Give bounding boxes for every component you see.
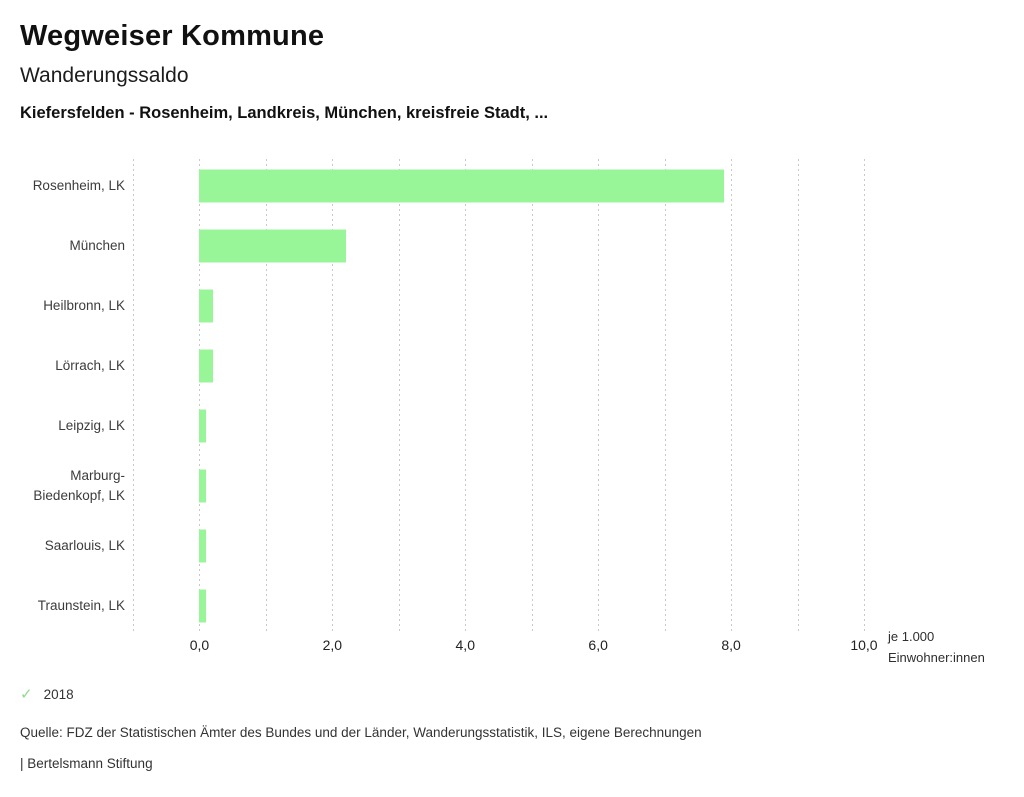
gridline bbox=[797, 159, 799, 632]
chart-row: Leipzig, LK bbox=[0, 396, 864, 456]
gridline bbox=[531, 159, 533, 632]
gridline bbox=[731, 159, 733, 632]
category-label-saarlouis-lk: Saarlouis, LK bbox=[44, 538, 125, 553]
gridline bbox=[332, 159, 334, 632]
bar-area bbox=[133, 396, 864, 456]
bar-leipzig-lk[interactable] bbox=[199, 409, 207, 443]
brand-note: | Bertelsmann Stiftung bbox=[20, 756, 153, 771]
chart-row: Marburg-Biedenkopf, LK bbox=[0, 456, 864, 516]
comparison-subtitle: Kiefersfelden - Rosenheim, Landkreis, Mü… bbox=[20, 104, 549, 122]
bar-saarlouis-lk[interactable] bbox=[199, 529, 207, 563]
bar-heilbronn-lk[interactable] bbox=[199, 289, 213, 323]
chart-row: Saarlouis, LK bbox=[0, 516, 864, 576]
bar-area bbox=[133, 456, 864, 516]
category-label-traunstein-lk: Traunstein, LK bbox=[37, 598, 125, 613]
category-label-münchen: München bbox=[69, 238, 125, 253]
gridline bbox=[598, 159, 600, 632]
bar-marburg-biedenkopf-lk[interactable] bbox=[199, 469, 207, 503]
chart-row: Rosenheim, LK bbox=[0, 156, 864, 216]
gridline bbox=[265, 159, 267, 632]
plot-area bbox=[133, 159, 865, 632]
bar-area bbox=[133, 156, 864, 216]
gridline bbox=[863, 159, 865, 632]
x-tick-label: 10,0 bbox=[850, 637, 878, 653]
chart-row: Traunstein, LK bbox=[0, 576, 864, 636]
gridline bbox=[133, 159, 134, 632]
checkmark-icon: ✓ bbox=[20, 685, 33, 703]
bar-area bbox=[133, 576, 864, 636]
bar-area bbox=[133, 516, 864, 576]
app-title: Wegweiser Kommune bbox=[20, 20, 325, 52]
bar-lörrach-lk[interactable] bbox=[199, 349, 213, 383]
category-label-heilbronn-lk: Heilbronn, LK bbox=[43, 298, 125, 313]
x-tick-label: 4,0 bbox=[455, 637, 475, 653]
chart-row: Heilbronn, LK bbox=[0, 276, 864, 336]
indicator-title: Wanderungssaldo bbox=[20, 64, 189, 87]
bar-rows: Rosenheim, LK München Heilbronn, LK Lörrach… bbox=[0, 156, 864, 636]
chart-row: München bbox=[0, 216, 864, 276]
x-tick-label: 8,0 bbox=[721, 637, 741, 653]
chart-row: Lörrach, LK bbox=[0, 336, 864, 396]
axis-unit-label: je 1.000 Einwohner:innen bbox=[888, 626, 985, 668]
legend-year-item[interactable]: ✓ 2018 bbox=[20, 685, 74, 703]
gridline bbox=[664, 159, 666, 632]
gridline bbox=[199, 159, 201, 632]
axis-unit-line1: je 1.000 bbox=[888, 629, 935, 644]
category-label-leipzig-lk: Leipzig, LK bbox=[58, 418, 125, 433]
legend-year-label: 2018 bbox=[43, 686, 74, 702]
category-label-rosenheim-lk: Rosenheim, LK bbox=[32, 178, 125, 193]
bar-area bbox=[133, 276, 864, 336]
bar-münchen[interactable] bbox=[199, 229, 346, 263]
bar-rosenheim-lk[interactable] bbox=[199, 169, 725, 203]
gridline bbox=[465, 159, 467, 632]
bar-area bbox=[133, 216, 864, 276]
category-label-lörrach-lk: Lörrach, LK bbox=[55, 358, 125, 373]
bar-area bbox=[133, 336, 864, 396]
x-tick-label: 0,0 bbox=[189, 637, 210, 653]
axis-unit-line2: Einwohner:innen bbox=[888, 650, 985, 665]
gridline bbox=[398, 159, 400, 632]
bar-traunstein-lk[interactable] bbox=[199, 589, 207, 623]
x-tick-label: 6,0 bbox=[588, 637, 608, 653]
category-label-marburg-biedenkopf-lk: Marburg-Biedenkopf, LK bbox=[33, 468, 125, 503]
source-note: Quelle: FDZ der Statistischen Ämter des … bbox=[20, 725, 702, 740]
x-tick-label: 2,0 bbox=[322, 637, 343, 653]
